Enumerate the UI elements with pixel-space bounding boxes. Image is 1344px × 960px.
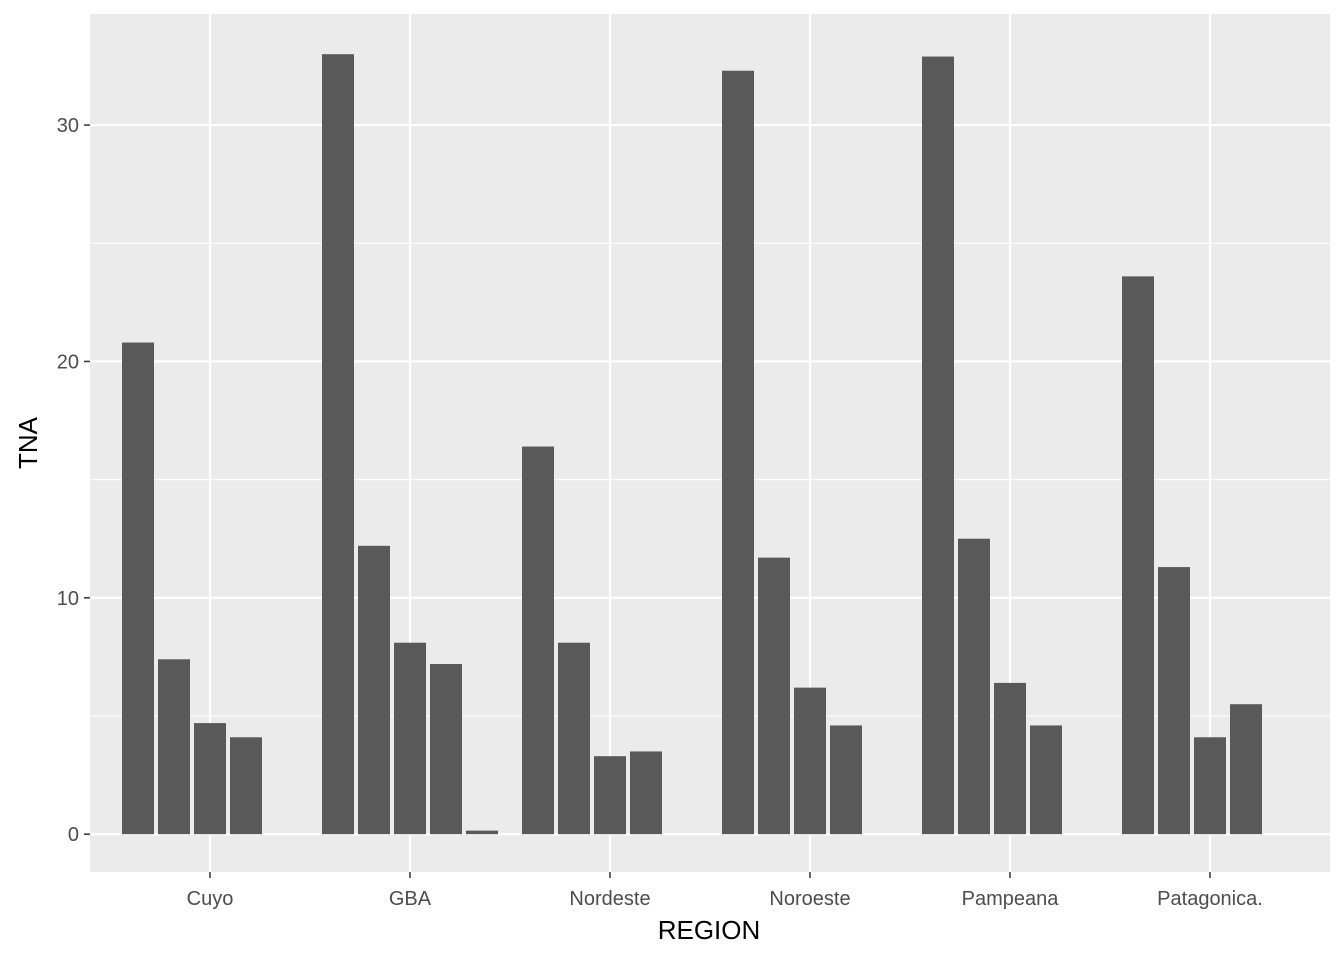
bar bbox=[630, 751, 662, 835]
bar bbox=[722, 70, 754, 835]
y-axis: 0 10 20 30 bbox=[57, 115, 90, 846]
x-tick-label: Patagonica. bbox=[1157, 888, 1263, 910]
y-axis-title: TNA bbox=[13, 416, 43, 469]
x-tick-label: Cuyo bbox=[187, 888, 234, 910]
bar bbox=[1122, 276, 1154, 835]
bar bbox=[322, 54, 354, 835]
y-tick-label: 20 bbox=[57, 351, 79, 373]
x-tick-label: GBA bbox=[389, 888, 432, 910]
x-tick-label: Noroeste bbox=[769, 888, 850, 910]
x-tick-label: Pampeana bbox=[962, 888, 1060, 910]
bar bbox=[558, 642, 590, 835]
bar bbox=[1194, 737, 1226, 835]
x-axis: Cuyo GBA Nordeste Noroeste Pampeana Patagonic… bbox=[187, 872, 1263, 910]
bars bbox=[122, 54, 1262, 835]
bar bbox=[522, 446, 554, 835]
bar bbox=[1030, 725, 1062, 835]
bar bbox=[194, 723, 226, 835]
bar bbox=[394, 642, 426, 835]
bar bbox=[594, 756, 626, 835]
bar bbox=[794, 687, 826, 835]
bar bbox=[358, 545, 390, 835]
bar bbox=[466, 830, 498, 835]
bar bbox=[922, 56, 954, 835]
bar bbox=[830, 725, 862, 835]
bar bbox=[758, 557, 790, 835]
bar bbox=[122, 342, 154, 835]
y-tick-label: 30 bbox=[57, 115, 79, 137]
bar bbox=[1158, 567, 1190, 835]
bar bbox=[430, 664, 462, 835]
bar bbox=[230, 737, 262, 835]
x-axis-title: REGION bbox=[658, 915, 761, 945]
bar bbox=[994, 682, 1026, 835]
bar bbox=[158, 659, 190, 835]
x-tick-label: Nordeste bbox=[569, 888, 650, 910]
y-tick-label: 10 bbox=[57, 588, 79, 610]
bar bbox=[1230, 704, 1262, 835]
y-tick-label: 0 bbox=[68, 824, 79, 846]
bar bbox=[958, 538, 990, 835]
